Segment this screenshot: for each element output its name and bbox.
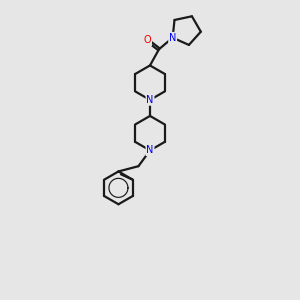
Text: N: N bbox=[146, 146, 154, 155]
Text: N: N bbox=[169, 33, 176, 43]
Text: N: N bbox=[146, 95, 154, 105]
Text: O: O bbox=[144, 35, 151, 45]
